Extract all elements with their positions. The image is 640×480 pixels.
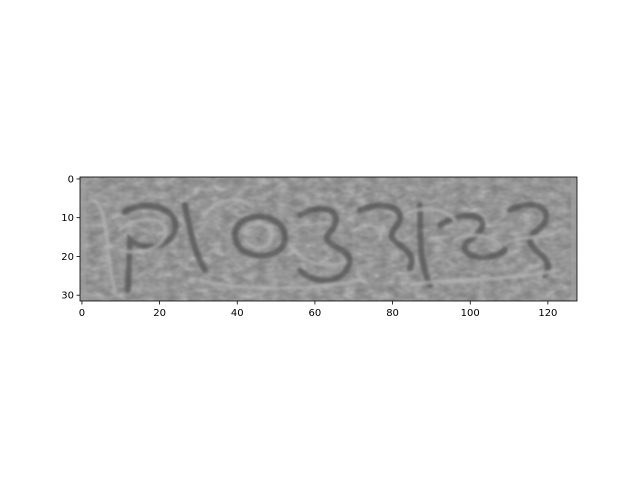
y-tick-label: 0 xyxy=(68,174,74,185)
y-tick-label: 30 xyxy=(61,291,74,302)
x-tick-label: 100 xyxy=(461,308,480,319)
image-edge-left xyxy=(80,177,86,301)
x-tick-label: 0 xyxy=(79,308,85,319)
x-tick-label: 120 xyxy=(538,308,557,319)
x-tick-label: 40 xyxy=(231,308,244,319)
x-tick-label: 20 xyxy=(153,308,166,319)
y-axis-ticks: 0 10 20 30 xyxy=(61,174,80,301)
y-tick-label: 10 xyxy=(61,213,74,224)
x-tick-label: 60 xyxy=(309,308,322,319)
x-axis-ticks: 0 20 40 60 80 100 120 xyxy=(79,301,558,319)
y-tick-label: 20 xyxy=(61,252,74,263)
heatmap-image xyxy=(80,177,577,301)
image-edge-right xyxy=(571,177,577,301)
x-tick-label: 80 xyxy=(386,308,399,319)
